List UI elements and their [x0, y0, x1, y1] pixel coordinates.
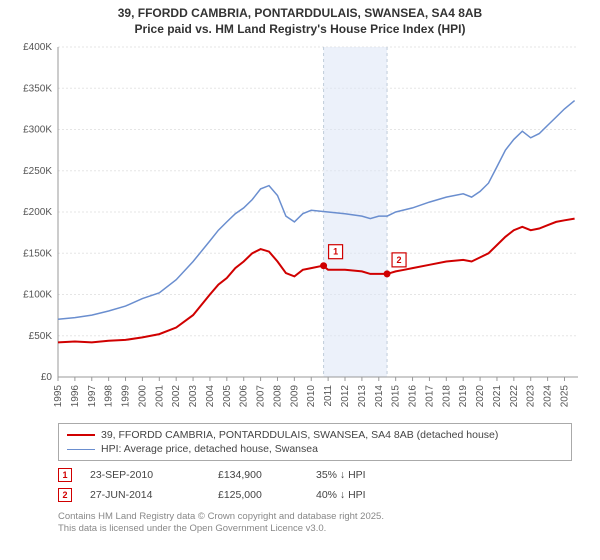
legend: 39, FFORDD CAMBRIA, PONTARDDULAIS, SWANS…	[58, 423, 572, 461]
footer-line-2: This data is licensed under the Open Gov…	[58, 523, 572, 535]
svg-text:2012: 2012	[340, 385, 351, 408]
svg-text:£300K: £300K	[23, 125, 52, 136]
marker-price: £134,900	[218, 469, 298, 481]
svg-text:1997: 1997	[87, 385, 98, 408]
svg-text:2024: 2024	[543, 385, 554, 408]
svg-text:2008: 2008	[272, 385, 283, 408]
marker-pct: 40% ↓ HPI	[316, 489, 426, 501]
svg-text:1: 1	[333, 247, 338, 257]
marker-date: 27-JUN-2014	[90, 489, 200, 501]
svg-text:2002: 2002	[171, 385, 182, 408]
svg-text:2003: 2003	[188, 385, 199, 408]
svg-text:£350K: £350K	[23, 83, 52, 94]
marker-badge: 1	[58, 468, 72, 482]
svg-text:2023: 2023	[526, 385, 537, 408]
svg-text:2009: 2009	[289, 385, 300, 408]
legend-swatch-blue	[67, 449, 95, 450]
svg-text:£100K: £100K	[23, 290, 52, 301]
svg-text:1995: 1995	[53, 385, 64, 408]
svg-text:2001: 2001	[154, 385, 165, 408]
svg-text:2000: 2000	[137, 385, 148, 408]
svg-text:2011: 2011	[323, 385, 334, 407]
svg-text:£50K: £50K	[29, 331, 53, 342]
svg-text:£250K: £250K	[23, 166, 52, 177]
title-line-2: Price paid vs. HM Land Registry's House …	[10, 22, 590, 38]
svg-text:2005: 2005	[222, 385, 233, 408]
svg-text:2: 2	[397, 255, 402, 265]
svg-text:2016: 2016	[408, 385, 419, 408]
svg-text:2015: 2015	[391, 385, 402, 408]
svg-text:£200K: £200K	[23, 207, 52, 218]
svg-text:2021: 2021	[492, 385, 503, 408]
title-line-1: 39, FFORDD CAMBRIA, PONTARDDULAIS, SWANS…	[10, 6, 590, 22]
svg-text:2025: 2025	[559, 385, 570, 408]
svg-text:£150K: £150K	[23, 248, 52, 259]
footer: Contains HM Land Registry data © Crown c…	[58, 511, 572, 535]
svg-text:2018: 2018	[441, 385, 452, 408]
svg-text:2014: 2014	[374, 385, 385, 408]
legend-label-red: 39, FFORDD CAMBRIA, PONTARDDULAIS, SWANS…	[101, 429, 498, 441]
marker-row: 2 27-JUN-2014 £125,000 40% ↓ HPI	[58, 485, 572, 505]
svg-text:2022: 2022	[509, 385, 520, 408]
svg-text:2019: 2019	[458, 385, 469, 408]
legend-label-blue: HPI: Average price, detached house, Swan…	[101, 443, 318, 455]
marker-pct: 35% ↓ HPI	[316, 469, 426, 481]
svg-text:£400K: £400K	[23, 42, 52, 53]
legend-row-red: 39, FFORDD CAMBRIA, PONTARDDULAIS, SWANS…	[67, 428, 563, 442]
svg-text:1998: 1998	[104, 385, 115, 408]
chart-container: £0 £50K £100K £150K £200K £250K £300K £350K £400…	[10, 39, 590, 419]
svg-text:1996: 1996	[70, 385, 81, 408]
marker-date: 23-SEP-2010	[90, 469, 200, 481]
svg-text:2013: 2013	[357, 385, 368, 408]
svg-text:£0: £0	[41, 372, 53, 383]
chart-title-block: 39, FFORDD CAMBRIA, PONTARDDULAIS, SWANS…	[0, 0, 600, 39]
marker-table: 1 23-SEP-2010 £134,900 35% ↓ HPI 2 27-JU…	[58, 465, 572, 505]
footer-line-1: Contains HM Land Registry data © Crown c…	[58, 511, 572, 523]
svg-text:2004: 2004	[205, 385, 216, 408]
marker-price: £125,000	[218, 489, 298, 501]
legend-swatch-red	[67, 434, 95, 436]
svg-text:1999: 1999	[121, 385, 132, 408]
legend-row-blue: HPI: Average price, detached house, Swan…	[67, 442, 563, 456]
marker-badge: 2	[58, 488, 72, 502]
svg-text:2010: 2010	[306, 385, 317, 408]
svg-text:2006: 2006	[239, 385, 250, 408]
svg-text:2007: 2007	[256, 385, 267, 408]
marker-row: 1 23-SEP-2010 £134,900 35% ↓ HPI	[58, 465, 572, 485]
svg-text:2020: 2020	[475, 385, 486, 408]
price-chart: £0 £50K £100K £150K £200K £250K £300K £350K £400…	[10, 39, 590, 419]
svg-text:2017: 2017	[424, 385, 435, 408]
